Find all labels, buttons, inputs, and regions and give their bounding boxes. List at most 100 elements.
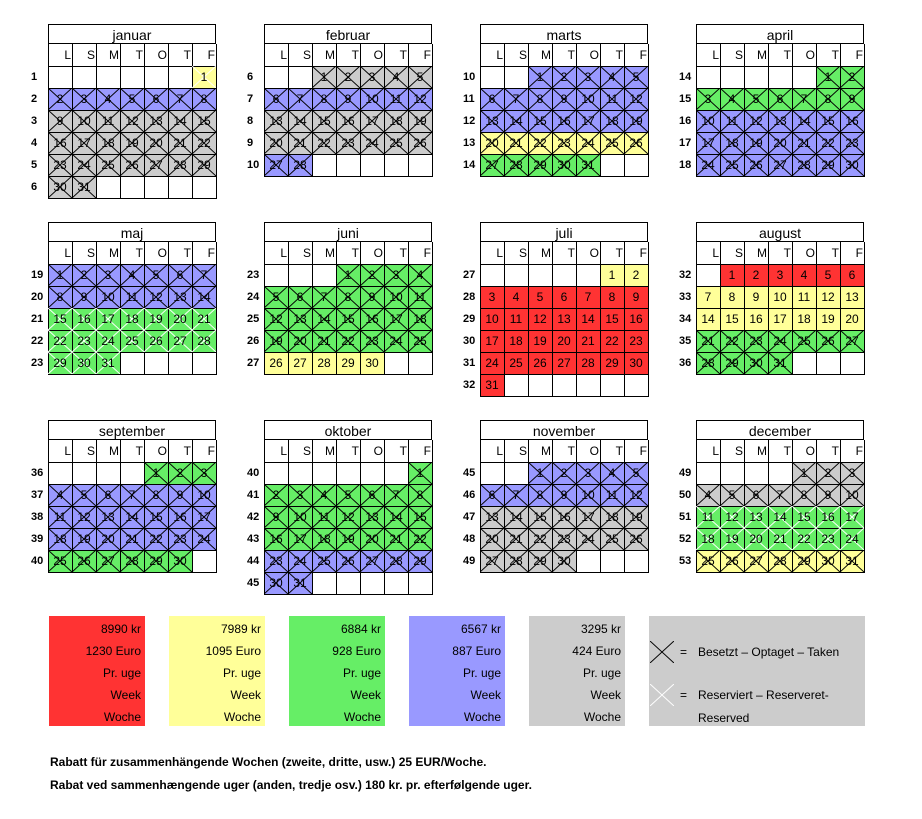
day-cell[interactable]: 28 xyxy=(288,154,312,176)
day-cell[interactable]: 14 xyxy=(504,506,528,528)
day-cell[interactable]: 4 xyxy=(312,484,336,506)
day-cell[interactable]: 7 xyxy=(792,88,816,110)
day-cell[interactable]: 12 xyxy=(120,110,144,132)
day-cell[interactable]: 7 xyxy=(504,88,528,110)
day-cell[interactable]: 21 xyxy=(384,528,408,550)
day-cell[interactable]: 23 xyxy=(72,330,96,352)
day-cell[interactable]: 30 xyxy=(624,352,648,374)
day-cell[interactable]: 18 xyxy=(792,308,816,330)
day-cell[interactable]: 28 xyxy=(384,550,408,572)
day-cell[interactable]: 4 xyxy=(792,264,816,286)
day-cell[interactable]: 24 xyxy=(576,132,600,154)
day-cell[interactable]: 29 xyxy=(144,550,168,572)
day-cell[interactable]: 9 xyxy=(552,484,576,506)
day-cell[interactable]: 4 xyxy=(720,88,744,110)
day-cell[interactable]: 26 xyxy=(72,550,96,572)
day-cell[interactable]: 2 xyxy=(72,264,96,286)
day-cell[interactable]: 21 xyxy=(504,528,528,550)
day-cell[interactable]: 21 xyxy=(168,132,192,154)
day-cell[interactable]: 29 xyxy=(336,352,360,374)
day-cell[interactable]: 13 xyxy=(744,506,768,528)
day-cell[interactable]: 9 xyxy=(624,286,648,308)
day-cell[interactable]: 18 xyxy=(120,308,144,330)
day-cell[interactable]: 5 xyxy=(720,484,744,506)
day-cell[interactable]: 3 xyxy=(72,88,96,110)
day-cell[interactable]: 10 xyxy=(768,286,792,308)
day-cell[interactable]: 17 xyxy=(96,308,120,330)
day-cell[interactable]: 20 xyxy=(768,132,792,154)
day-cell[interactable]: 24 xyxy=(576,528,600,550)
day-cell[interactable]: 1 xyxy=(528,66,552,88)
day-cell[interactable]: 18 xyxy=(696,528,720,550)
day-cell[interactable]: 19 xyxy=(528,330,552,352)
day-cell[interactable]: 8 xyxy=(720,286,744,308)
day-cell[interactable]: 14 xyxy=(168,110,192,132)
day-cell[interactable]: 23 xyxy=(552,528,576,550)
day-cell[interactable]: 15 xyxy=(408,506,432,528)
day-cell[interactable]: 10 xyxy=(696,110,720,132)
day-cell[interactable]: 12 xyxy=(408,88,432,110)
day-cell[interactable]: 16 xyxy=(168,506,192,528)
day-cell[interactable]: 8 xyxy=(528,484,552,506)
day-cell[interactable]: 28 xyxy=(312,352,336,374)
day-cell[interactable]: 26 xyxy=(744,154,768,176)
day-cell[interactable]: 28 xyxy=(576,352,600,374)
day-cell[interactable]: 19 xyxy=(120,132,144,154)
day-cell[interactable]: 16 xyxy=(72,308,96,330)
day-cell[interactable]: 5 xyxy=(624,462,648,484)
day-cell[interactable]: 12 xyxy=(816,286,840,308)
day-cell[interactable]: 29 xyxy=(408,550,432,572)
day-cell[interactable]: 26 xyxy=(264,352,288,374)
day-cell[interactable]: 26 xyxy=(120,154,144,176)
day-cell[interactable]: 8 xyxy=(336,286,360,308)
day-cell[interactable]: 6 xyxy=(360,484,384,506)
day-cell[interactable]: 26 xyxy=(624,528,648,550)
day-cell[interactable]: 19 xyxy=(624,110,648,132)
day-cell[interactable]: 28 xyxy=(768,550,792,572)
day-cell[interactable]: 23 xyxy=(624,330,648,352)
day-cell[interactable]: 28 xyxy=(504,550,528,572)
day-cell[interactable]: 1 xyxy=(312,66,336,88)
day-cell[interactable]: 24 xyxy=(480,352,504,374)
day-cell[interactable]: 16 xyxy=(816,506,840,528)
day-cell[interactable]: 8 xyxy=(192,88,216,110)
day-cell[interactable]: 1 xyxy=(792,462,816,484)
day-cell[interactable]: 18 xyxy=(384,110,408,132)
day-cell[interactable]: 23 xyxy=(744,330,768,352)
day-cell[interactable]: 18 xyxy=(312,528,336,550)
day-cell[interactable]: 24 xyxy=(192,528,216,550)
day-cell[interactable]: 7 xyxy=(768,484,792,506)
day-cell[interactable]: 17 xyxy=(576,506,600,528)
day-cell[interactable]: 16 xyxy=(48,132,72,154)
day-cell[interactable]: 22 xyxy=(528,528,552,550)
day-cell[interactable]: 27 xyxy=(288,352,312,374)
day-cell[interactable]: 8 xyxy=(144,484,168,506)
day-cell[interactable]: 2 xyxy=(552,66,576,88)
day-cell[interactable]: 4 xyxy=(384,66,408,88)
day-cell[interactable]: 11 xyxy=(384,88,408,110)
day-cell[interactable]: 20 xyxy=(480,132,504,154)
day-cell[interactable]: 10 xyxy=(480,308,504,330)
day-cell[interactable]: 9 xyxy=(168,484,192,506)
day-cell[interactable]: 27 xyxy=(840,330,864,352)
day-cell[interactable]: 24 xyxy=(840,528,864,550)
day-cell[interactable]: 14 xyxy=(504,110,528,132)
day-cell[interactable]: 10 xyxy=(360,88,384,110)
day-cell[interactable]: 15 xyxy=(336,308,360,330)
day-cell[interactable]: 3 xyxy=(96,264,120,286)
day-cell[interactable]: 19 xyxy=(264,330,288,352)
day-cell[interactable]: 13 xyxy=(840,286,864,308)
day-cell[interactable]: 10 xyxy=(840,484,864,506)
day-cell[interactable]: 20 xyxy=(360,528,384,550)
day-cell[interactable]: 8 xyxy=(48,286,72,308)
day-cell[interactable]: 10 xyxy=(576,484,600,506)
day-cell[interactable]: 4 xyxy=(600,462,624,484)
day-cell[interactable]: 2 xyxy=(360,264,384,286)
day-cell[interactable]: 23 xyxy=(816,528,840,550)
day-cell[interactable]: 5 xyxy=(336,484,360,506)
day-cell[interactable]: 16 xyxy=(552,110,576,132)
day-cell[interactable]: 12 xyxy=(264,308,288,330)
day-cell[interactable]: 13 xyxy=(360,506,384,528)
day-cell[interactable]: 12 xyxy=(624,484,648,506)
day-cell[interactable]: 7 xyxy=(120,484,144,506)
